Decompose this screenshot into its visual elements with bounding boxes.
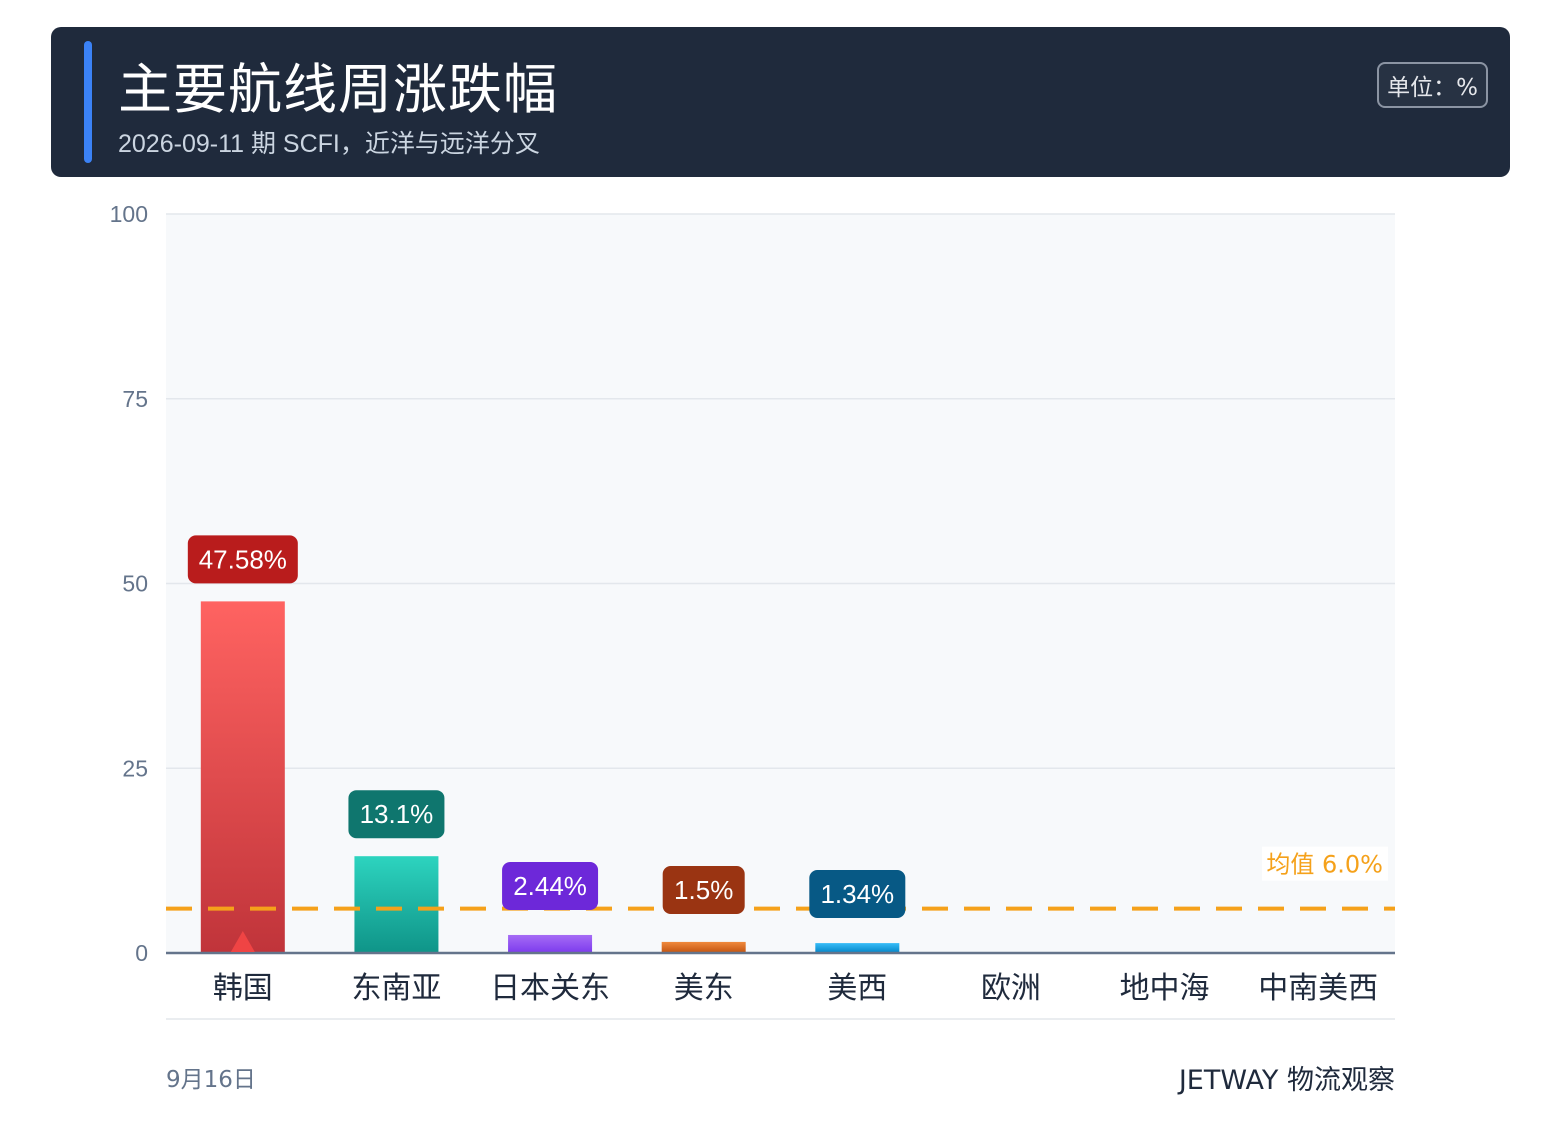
unit-badge: 单位：% [1377, 62, 1488, 108]
y-tick-label: 100 [110, 201, 148, 227]
x-category-label: 日本关东 [490, 971, 610, 1006]
x-category-label: 中南美西 [1258, 971, 1378, 1006]
x-category-label: 东南亚 [351, 971, 441, 1006]
y-tick-label: 50 [122, 571, 148, 597]
value-label-bg-2 [502, 862, 599, 910]
bar-2 [508, 934, 593, 953]
x-category-label: 欧洲 [981, 971, 1041, 1006]
value-label-4: 1.34% [820, 879, 894, 909]
y-tick-label: 75 [122, 386, 148, 412]
chart-title: 主要航线周涨跌幅 [118, 58, 558, 121]
average-label-bg [1262, 846, 1388, 881]
footer-brand: JETWAY 物流观察 [1178, 1065, 1395, 1096]
x-category-label: 美西 [827, 971, 887, 1006]
average-label: 均值 6.0% [1266, 851, 1383, 879]
header-accent-bar [84, 41, 92, 163]
y-tick-label: 25 [122, 755, 148, 781]
footer-date: 9月16日 [166, 1067, 256, 1093]
bar-0 [200, 601, 285, 953]
chart-subtitle: 2026-09-11 期 SCFI，近洋与远洋分叉 [118, 130, 540, 158]
value-label-bg-4 [809, 870, 906, 918]
x-category-label: 美东 [674, 971, 734, 1006]
up-arrow-icon [230, 931, 255, 952]
value-label-1: 13.1% [360, 799, 434, 829]
value-label-bg-3 [662, 866, 745, 914]
x-category-label: 韩国 [213, 971, 273, 1006]
chart-header: 主要航线周涨跌幅 2026-09-11 期 SCFI，近洋与远洋分叉 单位：% [51, 27, 1510, 177]
value-label-0: 47.58% [199, 544, 287, 574]
value-label-bg-0 [187, 535, 298, 584]
y-tick-label: 0 [135, 940, 148, 966]
value-label-2: 2.44% [513, 871, 587, 901]
value-label-3: 1.5% [674, 875, 733, 905]
bar-1 [354, 856, 439, 953]
bar-4 [815, 943, 900, 953]
x-category-label: 地中海 [1120, 971, 1210, 1006]
bar-3 [661, 941, 746, 953]
value-label-bg-1 [348, 790, 445, 839]
